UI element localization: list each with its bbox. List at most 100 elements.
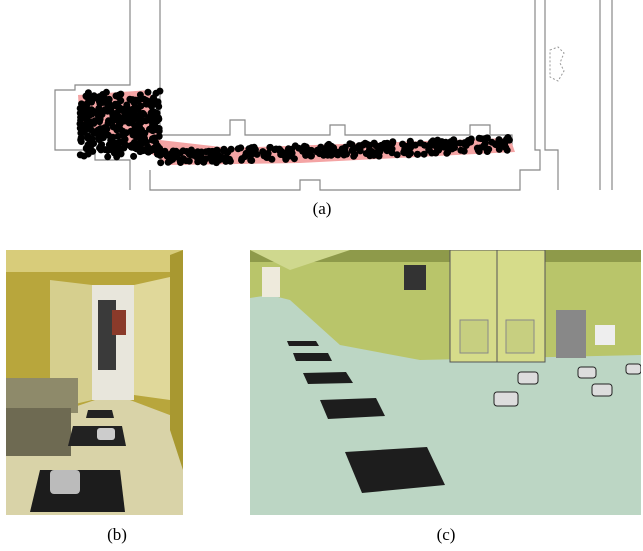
position-dot	[90, 120, 97, 127]
photo-b	[6, 250, 183, 515]
position-dot	[138, 116, 145, 123]
position-dot	[114, 114, 121, 121]
position-dot	[88, 106, 95, 113]
position-dot	[85, 125, 92, 132]
position-dot	[157, 152, 164, 159]
position-dot	[384, 147, 391, 154]
position-dot	[235, 145, 242, 152]
map-clutter	[550, 47, 564, 81]
page: (a) (b)	[0, 0, 643, 551]
position-dot	[127, 142, 134, 149]
position-dot	[374, 143, 381, 150]
position-dot	[78, 111, 85, 118]
position-dot	[357, 147, 364, 154]
position-dot	[421, 142, 428, 149]
position-dot	[238, 157, 245, 164]
position-dot	[87, 143, 94, 150]
position-dot	[226, 156, 233, 163]
position-dot	[85, 89, 92, 96]
map-wall	[545, 0, 558, 190]
position-dot	[251, 144, 258, 151]
photo-c	[250, 250, 641, 515]
position-dot	[155, 114, 162, 121]
position-dot	[259, 148, 266, 155]
position-dot	[263, 154, 270, 161]
position-dot	[343, 151, 350, 158]
position-dot	[492, 141, 499, 148]
position-dot	[123, 116, 130, 123]
position-dot	[376, 153, 383, 160]
position-dot	[180, 147, 187, 154]
position-dot	[200, 159, 207, 166]
position-dot	[129, 131, 136, 138]
position-dot	[228, 146, 235, 153]
position-dot	[481, 135, 488, 142]
position-dot	[98, 146, 105, 153]
position-dot	[414, 151, 421, 158]
position-dot	[85, 151, 92, 158]
position-dot	[468, 136, 475, 143]
position-dot	[461, 148, 468, 155]
position-dot	[324, 152, 331, 159]
position-dot	[150, 101, 157, 108]
position-dot	[85, 99, 92, 106]
position-dot	[99, 91, 106, 98]
panel-label: (c)	[437, 525, 456, 544]
position-dot	[213, 158, 220, 165]
position-dot	[504, 147, 511, 154]
position-dot	[434, 145, 441, 152]
position-dot	[450, 137, 457, 144]
position-dot	[97, 114, 104, 121]
robot-positions	[77, 88, 513, 167]
position-dot	[384, 140, 391, 147]
position-dot	[114, 102, 121, 109]
position-dot	[444, 149, 451, 156]
position-dot	[145, 149, 152, 156]
position-dot	[104, 153, 111, 160]
position-dot	[129, 119, 136, 126]
position-dot	[506, 137, 513, 144]
position-dot	[97, 132, 104, 139]
position-dot	[149, 108, 156, 115]
position-dot	[149, 127, 156, 134]
position-dot	[404, 143, 411, 150]
position-dot	[88, 135, 95, 142]
position-dot	[120, 145, 127, 152]
position-dot	[156, 125, 163, 132]
figure: (a) (b)	[0, 0, 643, 551]
position-dot	[77, 130, 84, 137]
position-dot	[111, 149, 118, 156]
position-dot	[193, 154, 200, 161]
position-dot	[106, 141, 113, 148]
position-dot	[267, 144, 274, 151]
position-dot	[157, 159, 164, 166]
position-dot	[208, 152, 215, 159]
position-dot	[362, 141, 369, 148]
position-dot	[421, 151, 428, 158]
position-dot	[108, 109, 115, 116]
position-dot	[145, 89, 152, 96]
position-dot	[130, 153, 137, 160]
position-dot	[248, 157, 255, 164]
position-dot	[132, 97, 139, 104]
position-dot	[299, 148, 306, 155]
panel-label: (a)	[313, 199, 332, 218]
position-dot	[308, 152, 315, 159]
panel-label: (b)	[107, 525, 127, 544]
position-dot	[366, 152, 373, 159]
position-dot	[77, 151, 84, 158]
position-dot	[457, 140, 464, 147]
position-dot	[100, 99, 107, 106]
position-dot	[394, 151, 401, 158]
position-dot	[127, 109, 134, 116]
position-dot	[105, 120, 112, 127]
position-dot	[334, 151, 341, 158]
position-dot	[115, 133, 122, 140]
position-dot	[138, 135, 145, 142]
position-dot	[117, 91, 124, 98]
position-dot	[114, 125, 121, 132]
position-dot	[291, 155, 298, 162]
map-wall	[160, 0, 512, 150]
position-dot	[149, 135, 156, 142]
position-dot	[214, 147, 221, 154]
